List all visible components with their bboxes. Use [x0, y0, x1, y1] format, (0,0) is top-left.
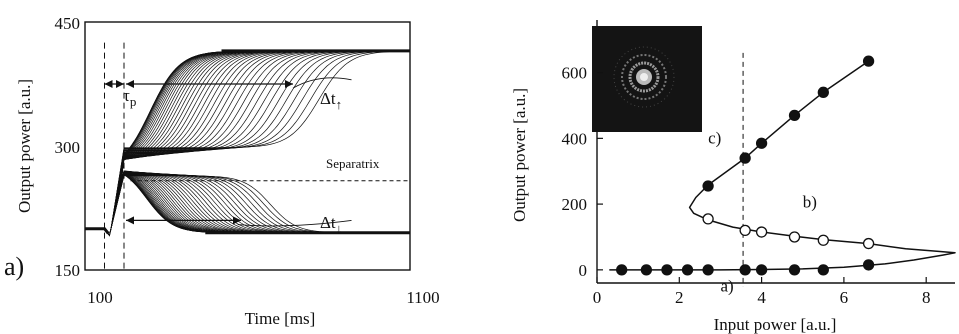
data-point-series-2 [788, 109, 801, 121]
delta-t-up-arrow-tail [126, 80, 134, 88]
data-point-series-0 [755, 264, 768, 276]
delta-t-down-arrow-head [233, 216, 241, 225]
delta-t-up-arrow-head [285, 80, 293, 88]
data-point-series-0 [817, 264, 829, 276]
delta-t-up-leader [292, 77, 352, 89]
data-point-series-2 [817, 86, 829, 98]
data-point-series-0 [862, 259, 875, 271]
right-x-tick-label: 8 [922, 288, 931, 307]
tau-arrow-tail [104, 80, 113, 88]
data-point-series-0 [702, 264, 714, 276]
left-y-tick-150: 150 [55, 261, 81, 280]
right-x-tick-label: 4 [757, 288, 766, 307]
data-point-series-0 [616, 264, 628, 276]
left-y-tick-300: 300 [55, 138, 81, 157]
left-chart: 450 300 150 100 1100 Time [ms] Output po… [4, 14, 440, 328]
data-point-series-2 [755, 137, 768, 149]
data-point-series-2 [702, 180, 714, 192]
upper-trajectory [85, 50, 410, 237]
data-point-series-1 [788, 231, 801, 243]
right-y-tick-label: 400 [562, 129, 588, 148]
right-y-tick-label: 0 [579, 261, 588, 280]
left-trajectory-bundle [85, 49, 411, 237]
panel-label-a: a) [4, 252, 24, 281]
tau-arrow-head [116, 80, 124, 88]
right-y-tick-label: 200 [562, 195, 588, 214]
right-y-tick-label: 600 [562, 64, 588, 83]
left-x-tick-1100: 1100 [406, 288, 439, 307]
data-point-series-0 [681, 264, 694, 276]
delta-t-down-label: Δt↓ [320, 213, 342, 236]
left-plot-frame [84, 21, 411, 271]
upper-trajectory [85, 50, 411, 237]
left-x-tick-100: 100 [87, 288, 113, 307]
right-x-tick-label: 6 [840, 288, 849, 307]
data-point-series-2 [739, 152, 751, 164]
tau-label: τp [123, 86, 136, 109]
right-chart: 0 2 4 6 8 0 200 400 600 a) b) c) Input power [a.u.… [510, 20, 956, 334]
upper-trajectory [85, 50, 410, 237]
right-x-tick-label: 0 [593, 288, 602, 307]
label-b: b) [803, 192, 817, 211]
left-y-tick-450: 450 [55, 14, 81, 33]
bistability-curve [609, 52, 956, 287]
label-a: a) [720, 277, 733, 296]
data-point-series-2 [862, 55, 875, 67]
speckle-rings [613, 46, 675, 108]
data-point-series-0 [640, 264, 653, 276]
data-point-series-1 [755, 226, 768, 238]
left-y-axis-label: Output power [a.u.] [15, 79, 34, 213]
delta-t-down-arrow-tail [126, 216, 134, 225]
s-curve [609, 60, 956, 271]
initial-trace [85, 227, 110, 235]
data-point-series-1 [862, 237, 875, 250]
label-c: c) [708, 128, 721, 147]
data-point-series-0 [661, 264, 673, 276]
separatrix-label: Separatrix [326, 156, 380, 171]
right-x-tick-label: 2 [675, 288, 684, 307]
right-x-axis-label: Input power [a.u.] [714, 315, 837, 334]
delta-t-down-leader [237, 219, 352, 227]
upper-trajectory [85, 50, 411, 237]
delta-t-up-label: Δt↑ [320, 89, 342, 112]
data-point-series-0 [788, 264, 801, 276]
data-point-series-1 [817, 234, 829, 246]
data-point-series-1 [739, 224, 751, 237]
right-y-axis-label: Output power [a.u.] [510, 88, 529, 222]
data-point-series-1 [702, 213, 714, 225]
data-point-series-0 [739, 264, 751, 276]
left-x-axis-label: Time [ms] [245, 309, 316, 328]
